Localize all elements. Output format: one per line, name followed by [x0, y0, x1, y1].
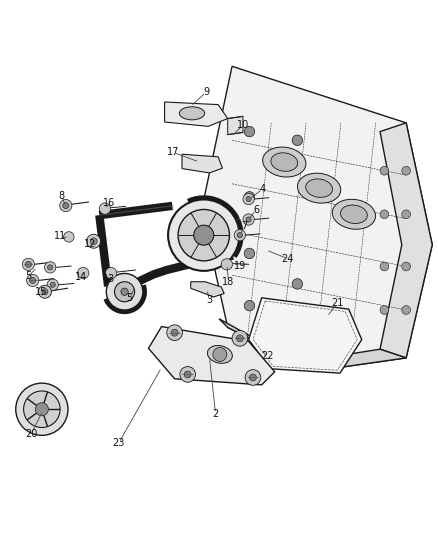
Ellipse shape	[263, 147, 306, 177]
Circle shape	[42, 289, 48, 295]
Circle shape	[180, 367, 195, 382]
Ellipse shape	[297, 173, 341, 203]
Text: 7: 7	[241, 221, 247, 231]
Circle shape	[234, 230, 246, 241]
Text: 11: 11	[54, 231, 66, 241]
Circle shape	[24, 391, 60, 427]
Circle shape	[39, 285, 51, 298]
Circle shape	[22, 258, 35, 270]
Polygon shape	[165, 102, 228, 126]
Circle shape	[402, 166, 410, 175]
Circle shape	[64, 232, 74, 242]
Circle shape	[243, 214, 254, 225]
Text: 18: 18	[223, 277, 235, 287]
Ellipse shape	[207, 345, 232, 364]
Circle shape	[60, 199, 72, 212]
Circle shape	[244, 248, 254, 259]
Circle shape	[184, 371, 191, 378]
Text: 10: 10	[237, 120, 249, 130]
Circle shape	[47, 265, 53, 270]
Circle shape	[106, 268, 117, 279]
Circle shape	[63, 203, 69, 208]
Circle shape	[30, 277, 36, 284]
Text: 9: 9	[203, 87, 209, 98]
Ellipse shape	[332, 199, 375, 229]
Text: 6: 6	[253, 205, 259, 215]
Circle shape	[380, 262, 389, 271]
Circle shape	[243, 193, 254, 205]
Text: 16: 16	[103, 198, 116, 208]
Text: 5: 5	[25, 271, 32, 281]
Text: 23: 23	[113, 438, 125, 448]
Circle shape	[402, 210, 410, 219]
Circle shape	[99, 203, 111, 214]
Circle shape	[213, 348, 227, 361]
Circle shape	[245, 370, 261, 385]
Circle shape	[50, 282, 55, 287]
Circle shape	[171, 329, 178, 336]
Text: 3: 3	[206, 295, 212, 305]
Text: 17: 17	[167, 148, 180, 157]
Circle shape	[244, 126, 254, 137]
Ellipse shape	[306, 179, 332, 197]
Circle shape	[380, 166, 389, 175]
Text: 2: 2	[212, 409, 219, 418]
Circle shape	[121, 288, 128, 295]
Polygon shape	[219, 319, 406, 371]
Text: 14: 14	[74, 272, 87, 282]
Text: 24: 24	[282, 254, 294, 264]
Ellipse shape	[180, 107, 205, 120]
Circle shape	[402, 305, 410, 314]
Circle shape	[244, 301, 254, 311]
Circle shape	[25, 261, 32, 268]
Polygon shape	[228, 116, 243, 135]
Circle shape	[232, 330, 248, 346]
Polygon shape	[201, 66, 432, 371]
Circle shape	[246, 217, 251, 222]
Circle shape	[78, 268, 89, 279]
Circle shape	[178, 209, 230, 261]
Circle shape	[167, 325, 183, 341]
Text: 21: 21	[331, 298, 343, 309]
Circle shape	[246, 197, 251, 201]
Circle shape	[47, 279, 58, 290]
Circle shape	[292, 279, 303, 289]
Circle shape	[380, 210, 389, 219]
Circle shape	[194, 225, 214, 245]
Text: 13: 13	[103, 273, 116, 284]
Circle shape	[168, 199, 240, 271]
Text: 20: 20	[25, 429, 37, 439]
Ellipse shape	[340, 205, 367, 223]
Circle shape	[380, 305, 389, 314]
Circle shape	[16, 383, 68, 435]
Polygon shape	[253, 301, 357, 370]
Text: 4: 4	[259, 184, 265, 194]
Circle shape	[221, 259, 233, 270]
Circle shape	[45, 262, 56, 273]
Circle shape	[114, 281, 134, 302]
Circle shape	[292, 135, 303, 146]
Circle shape	[237, 232, 243, 238]
Polygon shape	[191, 282, 224, 297]
Polygon shape	[249, 298, 362, 373]
Ellipse shape	[271, 153, 298, 171]
Text: 12: 12	[85, 239, 97, 249]
Polygon shape	[182, 154, 223, 173]
Circle shape	[106, 273, 143, 310]
Circle shape	[237, 335, 244, 342]
Text: 15: 15	[35, 287, 48, 297]
Text: 19: 19	[234, 261, 246, 271]
Circle shape	[90, 238, 97, 245]
Text: 22: 22	[261, 351, 274, 361]
Circle shape	[244, 192, 254, 202]
Circle shape	[402, 262, 410, 271]
Text: 5: 5	[127, 293, 133, 303]
Polygon shape	[380, 123, 432, 358]
Text: 8: 8	[58, 191, 64, 201]
Circle shape	[87, 235, 101, 248]
Polygon shape	[148, 327, 275, 385]
Circle shape	[35, 403, 48, 416]
Circle shape	[250, 374, 256, 381]
Circle shape	[27, 274, 39, 287]
